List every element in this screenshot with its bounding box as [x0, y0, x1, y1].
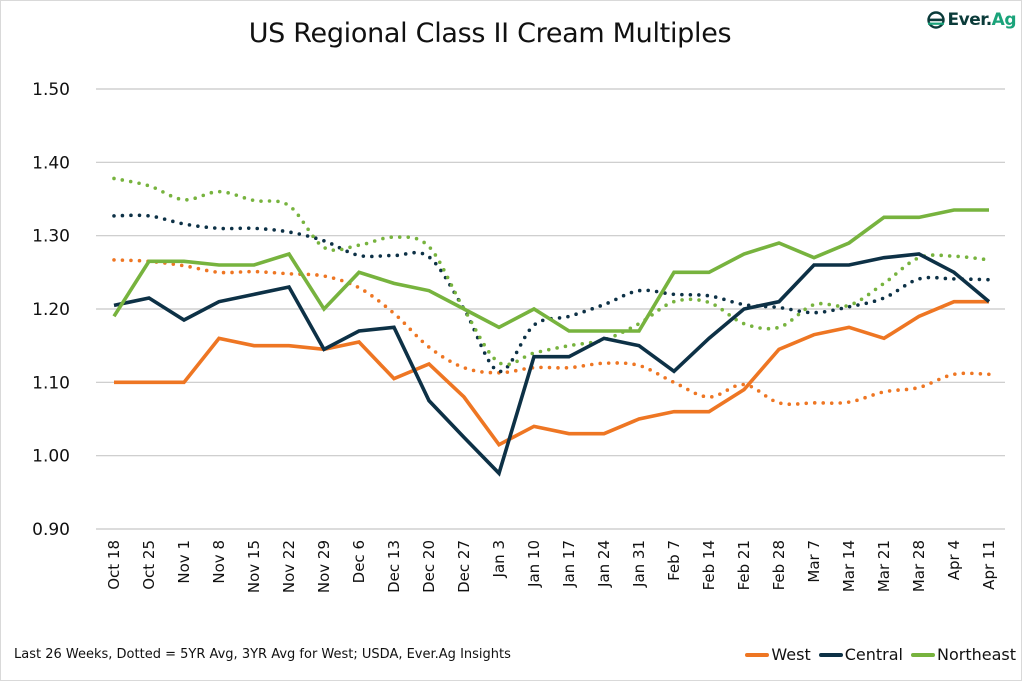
x-tick-label: Nov 8 — [210, 540, 228, 584]
y-tick-label: 1.50 — [32, 80, 70, 100]
x-tick-label: Oct 18 — [105, 540, 123, 590]
legend-swatch — [910, 652, 935, 657]
x-tick-label: Feb 28 — [770, 540, 788, 590]
x-tick-label: Nov 1 — [175, 540, 193, 584]
x-tick-label: Feb 14 — [700, 540, 718, 590]
x-tick-label: Jan 10 — [525, 540, 543, 588]
x-tick-label: Jan 17 — [560, 540, 578, 588]
y-tick-label: 1.00 — [32, 447, 70, 467]
x-tick-label: Mar 28 — [910, 540, 928, 592]
legend-label: Northeast — [936, 645, 1016, 664]
legend-swatch — [745, 652, 770, 657]
series-line-northeast-5yr-avg — [112, 176, 991, 367]
series-line-west — [114, 299, 989, 447]
x-tick-label: Dec 20 — [420, 540, 438, 593]
x-tick-label: Mar 14 — [840, 540, 858, 592]
series-west-3yr-avg — [112, 258, 991, 407]
series-line-west-3yr-avg — [112, 258, 991, 407]
x-tick-label: Nov 15 — [245, 540, 263, 593]
x-tick-label: Apr 11 — [980, 540, 998, 590]
chart-title: US Regional Class II Cream Multiples — [248, 18, 732, 49]
x-tick-label: Mar 21 — [875, 540, 893, 592]
x-tick-label: Jan 31 — [630, 540, 648, 588]
series-line-central — [113, 252, 991, 477]
y-tick-label: 1.30 — [32, 227, 70, 247]
ever-ag-logo: Ever.Ag — [926, 10, 1017, 30]
series-northeast — [112, 208, 989, 333]
y-tick-label: 0.90 — [32, 520, 70, 540]
x-tick-label: Oct 25 — [140, 540, 158, 590]
x-tick-label: Mar 7 — [805, 540, 823, 583]
legend-item-west: West — [745, 645, 811, 664]
x-axis-ticks: Oct 18 Oct 25 Nov 1 Nov 8 Nov 15 Nov 22 Nov 29… — [105, 540, 998, 593]
x-tick-label: Nov 29 — [315, 540, 333, 593]
x-tick-label: Dec 6 — [350, 540, 368, 583]
legend-label: Central — [844, 645, 903, 664]
legend-label: West — [771, 645, 811, 664]
y-tick-label: 1.40 — [32, 153, 70, 173]
chart-legend: West Central Northeast — [745, 645, 1016, 664]
x-tick-label: Apr 4 — [945, 540, 963, 580]
ever-ag-logo-icon — [926, 11, 945, 29]
legend-swatch — [818, 652, 843, 657]
logo-text-accent: Ag — [991, 10, 1017, 30]
series-line-central-5yr-avg — [112, 213, 991, 374]
source-footnote: Last 26 Weeks, Dotted = 5YR Avg, 3YR Avg… — [14, 647, 511, 662]
gridlines — [96, 88, 1005, 530]
series-west — [114, 299, 989, 447]
legend-item-northeast: Northeast — [910, 645, 1016, 664]
y-tick-label: 1.20 — [32, 300, 70, 320]
series-lines — [112, 176, 991, 477]
x-tick-label: Feb 21 — [735, 540, 753, 590]
y-tick-label: 1.10 — [32, 373, 70, 393]
series-northeast-5yr-avg — [112, 176, 991, 367]
legend-item-central: Central — [818, 645, 903, 664]
x-tick-label: Dec 13 — [385, 540, 403, 593]
x-tick-label: Dec 27 — [455, 540, 473, 593]
x-tick-label: Jan 24 — [595, 540, 613, 588]
series-line-northeast — [112, 208, 989, 333]
x-tick-label: Feb 7 — [665, 540, 683, 581]
logo-text-main: Ever. — [947, 10, 993, 30]
x-tick-label: Jan 3 — [490, 540, 508, 578]
y-axis-ticks: 0.90 1.00 1.10 1.20 1.30 1.40 1.50 — [32, 80, 70, 540]
series-central-5yr-avg — [112, 213, 991, 374]
x-tick-label: Nov 22 — [280, 540, 298, 593]
series-central — [113, 252, 991, 477]
